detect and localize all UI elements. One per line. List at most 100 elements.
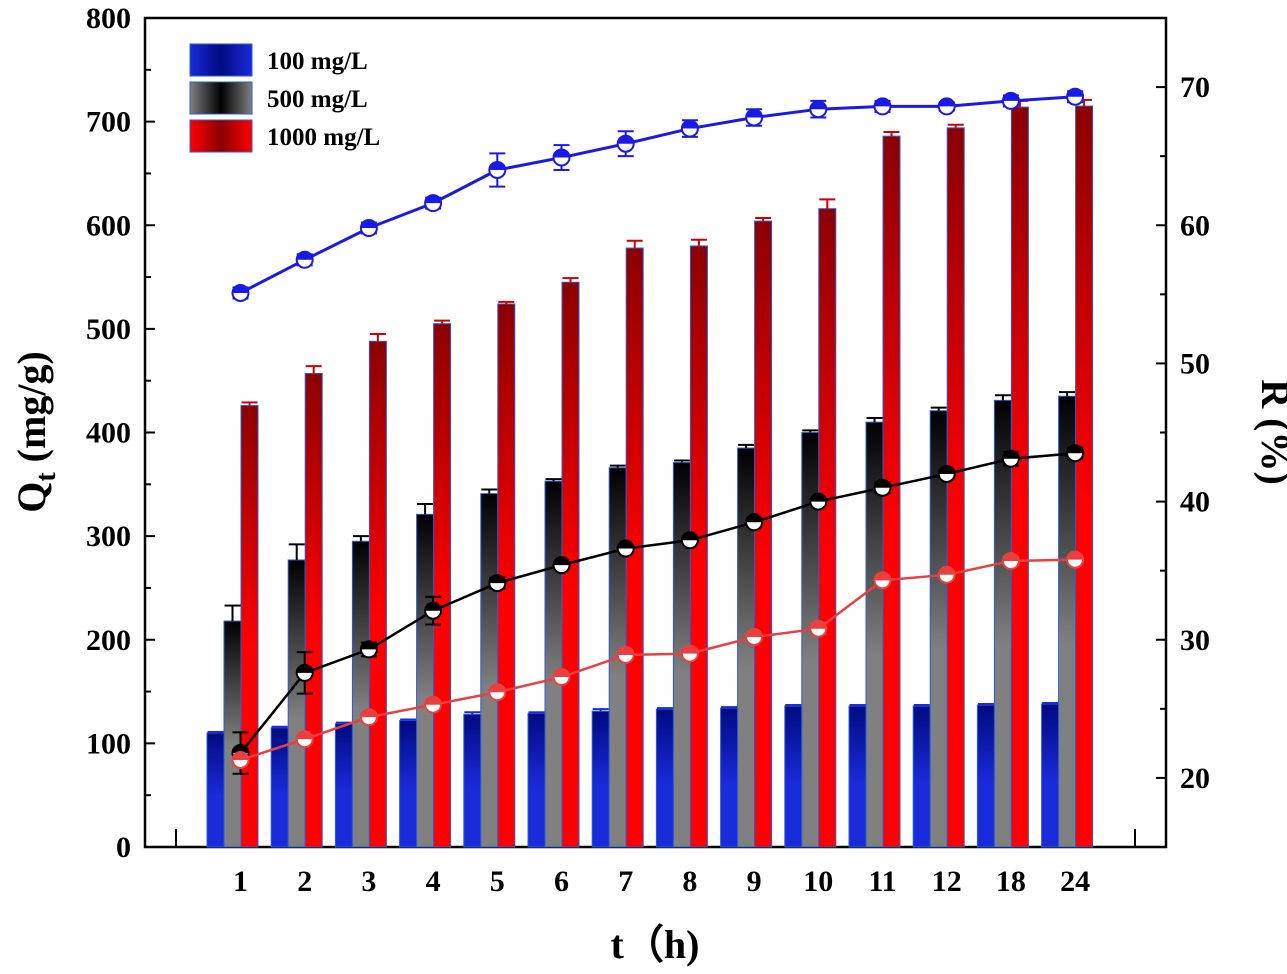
bar-500-t4 <box>416 513 435 848</box>
y-left-tick-label-700: 700 <box>86 106 131 139</box>
legend-label-500: 500 mg/L <box>267 86 368 113</box>
y-left-tick-label-600: 600 <box>86 209 131 242</box>
point-half-500-t6 <box>553 557 570 566</box>
point-half-500-t24 <box>1067 445 1084 454</box>
y-left-tick-label-0: 0 <box>116 831 131 864</box>
bars-layer <box>206 98 1094 848</box>
x-tick-label-2: 2 <box>297 865 312 898</box>
point-half-1000-t10 <box>810 620 827 629</box>
x-tick-label-9: 9 <box>747 865 762 898</box>
point-half-1000-t7 <box>617 646 634 655</box>
y-axis-left-title: Qt (mg/g) <box>9 351 62 513</box>
point-half-100-t7 <box>617 135 634 144</box>
bar-100-t10 <box>784 705 803 848</box>
bar-100-t4 <box>399 720 418 848</box>
bar-1000-t18 <box>1010 106 1029 848</box>
point-half-500-t18 <box>1002 450 1019 459</box>
y-right-tick-label-40: 40 <box>1180 486 1210 519</box>
point-half-100-t5 <box>489 161 506 170</box>
point-half-100-t12 <box>938 98 955 107</box>
bar-1000-t3 <box>368 340 387 848</box>
bar-500-t9 <box>737 447 756 848</box>
line-R-500 <box>239 451 1076 754</box>
bar-1000-t24 <box>1075 105 1094 848</box>
point-half-1000-t6 <box>553 669 570 678</box>
point-half-500-t4 <box>425 602 442 611</box>
x-tick-label-8: 8 <box>682 865 697 898</box>
point-half-500-t5 <box>489 575 506 584</box>
point-half-100-t4 <box>425 195 442 204</box>
bar-100-t5 <box>463 713 482 848</box>
point-half-1000-t3 <box>360 709 377 718</box>
point-half-100-t18 <box>1002 92 1019 101</box>
point-half-500-t10 <box>810 493 827 502</box>
legend: 100 mg/L 500 mg/L 1000 mg/L <box>189 43 380 153</box>
point-half-100-t6 <box>553 149 570 158</box>
bar-100-t18 <box>976 704 995 848</box>
legend-label-100: 100 mg/L <box>267 48 368 75</box>
bar-500-t1 <box>223 620 242 848</box>
point-half-1000-t2 <box>296 731 313 740</box>
bar-100-t8 <box>655 708 674 848</box>
line-R-1000 <box>240 558 1076 762</box>
point-half-100-t2 <box>296 251 313 260</box>
point-half-500-t3 <box>360 641 377 650</box>
point-half-500-t9 <box>746 514 763 523</box>
y-right-tick-label-50: 50 <box>1180 347 1210 380</box>
y-left-tick-label-800: 800 <box>86 2 131 35</box>
point-half-1000-t8 <box>681 645 698 654</box>
point-half-100-t24 <box>1067 88 1084 97</box>
x-tick-label-3: 3 <box>361 865 376 898</box>
x-tick-label-4: 4 <box>426 865 441 898</box>
legend-swatch-500 <box>189 81 253 115</box>
x-tick-label-5: 5 <box>490 865 505 898</box>
y-left-tick-label-300: 300 <box>86 520 131 553</box>
y-axis-left-title-subscript: t <box>31 472 62 482</box>
point-half-1000-t5 <box>489 684 506 693</box>
point-half-100-t1 <box>232 284 249 293</box>
bar-1000-t2 <box>304 372 323 848</box>
x-tick-label-7: 7 <box>618 865 633 898</box>
bar-500-t3 <box>351 540 370 848</box>
point-half-500-t12 <box>938 465 955 474</box>
y-right-tick-label-70: 70 <box>1180 71 1210 104</box>
bar-100-t7 <box>591 710 610 848</box>
bar-100-t12 <box>912 705 931 848</box>
y-right-tick-label-20: 20 <box>1180 762 1210 795</box>
point-half-100-t11 <box>874 98 891 107</box>
bar-100-t24 <box>1041 703 1060 848</box>
point-half-100-t8 <box>681 120 698 129</box>
bar-100-t11 <box>848 705 867 848</box>
legend-swatch-100 <box>189 43 253 77</box>
point-half-100-t9 <box>746 109 763 118</box>
point-half-500-t8 <box>681 532 698 541</box>
line-R-100 <box>239 95 1076 295</box>
bar-1000-t12 <box>946 127 965 848</box>
legend-swatch-1000 <box>189 119 253 153</box>
y-left-tick-label-200: 200 <box>86 624 131 657</box>
point-half-1000-t12 <box>938 566 955 575</box>
y-right-tick-label-60: 60 <box>1180 209 1210 242</box>
bar-100-t3 <box>334 723 353 848</box>
y-axis-left-title-unit: (mg/g) <box>9 351 54 472</box>
y-left-tick-label-400: 400 <box>86 417 131 450</box>
point-half-100-t3 <box>360 220 377 229</box>
point-half-100-t10 <box>810 101 827 110</box>
x-tick-label-6: 6 <box>554 865 569 898</box>
point-half-500-t1 <box>232 745 249 754</box>
y-axis-right-title: R (%) <box>1253 379 1287 485</box>
bar-1000-t1 <box>240 405 259 848</box>
point-half-1000-t1 <box>232 751 249 760</box>
x-tick-label-18: 18 <box>996 865 1026 898</box>
bar-500-t2 <box>287 559 306 848</box>
x-tick-label-12: 12 <box>932 865 962 898</box>
point-half-500-t11 <box>874 479 891 488</box>
x-tick-label-24: 24 <box>1060 865 1090 898</box>
x-tick-label-11: 11 <box>868 865 896 898</box>
bar-100-t6 <box>527 712 546 848</box>
point-half-500-t2 <box>296 664 313 673</box>
point-half-1000-t18 <box>1002 552 1019 561</box>
point-half-1000-t4 <box>425 696 442 705</box>
